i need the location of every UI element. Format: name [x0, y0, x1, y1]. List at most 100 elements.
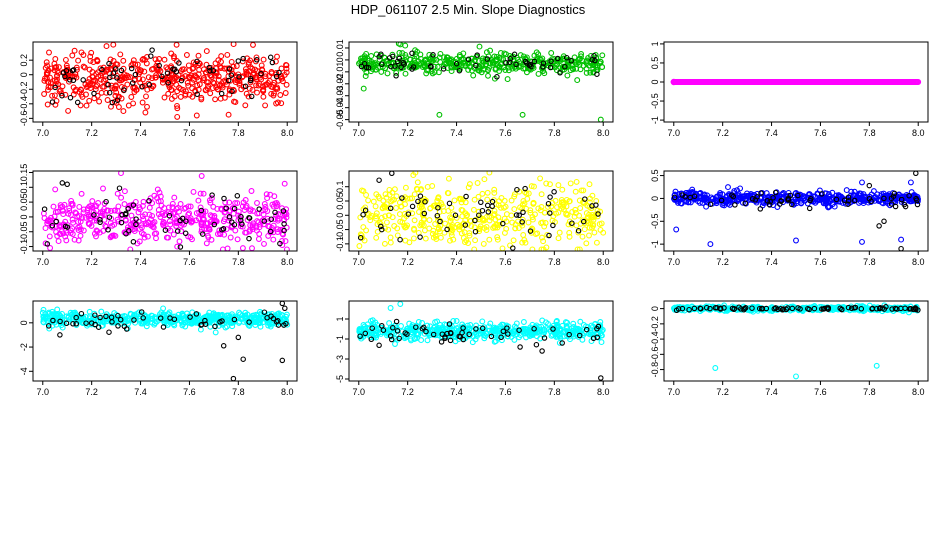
data-point — [114, 75, 120, 81]
data-point — [529, 246, 536, 251]
data-point — [357, 333, 363, 339]
data-point — [712, 365, 719, 371]
data-point — [205, 234, 212, 241]
data-point — [735, 191, 742, 198]
data-point — [178, 77, 185, 84]
data-point — [112, 207, 118, 214]
data-point — [92, 77, 99, 84]
data-point — [538, 246, 545, 251]
data-point — [588, 330, 594, 336]
data-point — [753, 199, 760, 206]
data-point — [476, 43, 483, 50]
data-point — [447, 329, 454, 336]
data-point — [138, 309, 145, 315]
data-point — [181, 317, 188, 324]
data-point — [150, 65, 157, 72]
data-point — [48, 65, 55, 72]
data-point — [519, 219, 525, 225]
data-point — [208, 316, 214, 323]
data-point — [277, 92, 284, 98]
data-point — [222, 318, 229, 325]
data-point — [691, 193, 698, 200]
data-point — [280, 315, 287, 322]
data-point — [115, 94, 122, 101]
data-point — [590, 222, 597, 229]
data-point — [157, 315, 164, 321]
data-point — [420, 199, 427, 205]
data-point — [277, 240, 283, 247]
data-point — [823, 197, 830, 204]
data-point — [533, 341, 540, 348]
data-point — [272, 209, 278, 216]
data-point — [41, 77, 48, 84]
data-point — [176, 208, 182, 215]
data-point — [173, 74, 180, 81]
data-point — [394, 225, 401, 232]
panel-co2: 7.0 7.2 7.4 7.6 7.8 8.0-0.6-0.4-0.200.2 — [19, 41, 298, 138]
data-point — [235, 334, 242, 341]
data-point — [253, 314, 260, 321]
data-point — [483, 61, 490, 68]
data-point — [229, 311, 235, 318]
data-point — [376, 53, 382, 60]
data-point — [486, 236, 493, 243]
data-point — [879, 305, 886, 311]
data-point — [866, 193, 873, 200]
data-point — [162, 227, 169, 233]
x-tick-label: 8.0 — [912, 128, 925, 138]
data-point — [367, 217, 374, 224]
data-point — [57, 87, 64, 94]
data-point — [463, 325, 470, 332]
data-point — [76, 203, 83, 210]
data-point — [505, 331, 511, 337]
data-point — [87, 57, 94, 64]
plot-frame — [32, 300, 298, 382]
data-point — [159, 73, 165, 80]
data-point — [203, 61, 210, 68]
data-point — [273, 73, 280, 80]
y-tick-label: 0 — [335, 57, 345, 62]
data-point — [421, 324, 427, 331]
data-point — [427, 205, 434, 212]
data-point — [511, 193, 518, 200]
data-point — [93, 233, 99, 240]
data-point — [703, 304, 710, 311]
data-point — [891, 190, 898, 197]
plot-frame — [663, 300, 929, 382]
data-point — [54, 76, 60, 83]
data-point — [240, 55, 246, 62]
data-point — [139, 99, 146, 106]
data-point — [73, 321, 80, 327]
data-point — [859, 179, 865, 186]
data-point — [767, 198, 773, 205]
data-point — [46, 309, 52, 316]
data-point — [44, 101, 51, 108]
data-point — [866, 182, 873, 189]
data-point — [435, 205, 441, 211]
data-point — [387, 333, 394, 339]
data-point — [246, 319, 252, 325]
data-point — [553, 330, 560, 337]
x-tick-label: 7.8 — [548, 128, 561, 138]
data-point — [533, 329, 540, 336]
data-point — [153, 66, 160, 73]
data-point — [130, 239, 137, 245]
data-point — [599, 327, 606, 333]
data-point — [399, 219, 406, 226]
data-point — [231, 316, 238, 323]
data-point — [856, 194, 863, 201]
data-point — [785, 196, 791, 203]
data-point — [178, 228, 185, 235]
data-point — [580, 218, 587, 225]
data-point — [379, 205, 386, 212]
data-point — [483, 49, 490, 56]
data-point — [494, 236, 501, 243]
data-point — [486, 327, 493, 334]
data-point — [69, 67, 76, 74]
data-point — [53, 78, 60, 85]
data-point — [465, 184, 472, 191]
data-point — [246, 85, 253, 92]
data-point — [373, 210, 380, 217]
data-point — [431, 63, 438, 70]
y-tick-label: -0.04 — [335, 97, 345, 118]
